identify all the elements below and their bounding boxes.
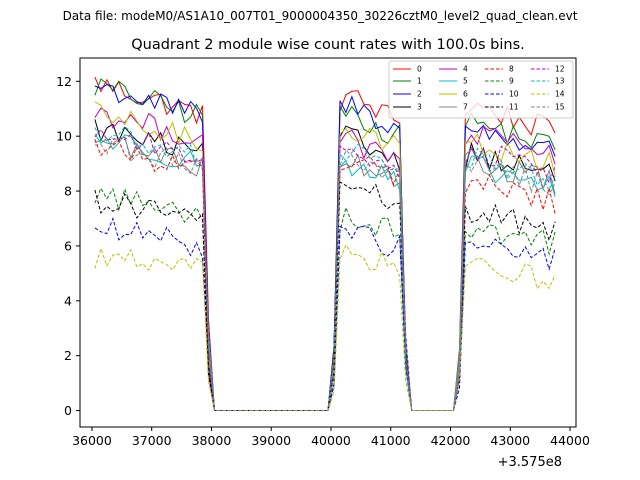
legend-label-6: 6 — [463, 90, 468, 99]
legend-label-2: 2 — [417, 90, 422, 99]
legend-label-10: 10 — [509, 90, 519, 99]
y-tick-label: 2 — [64, 348, 72, 363]
series-line-12 — [94, 128, 556, 411]
series-line-0 — [94, 76, 556, 411]
y-tick-label: 10 — [56, 129, 72, 144]
legend-box — [388, 60, 574, 119]
x-offset-label: +3.575e8 — [498, 455, 562, 470]
x-tick-label: 43000 — [490, 433, 530, 448]
series-line-4 — [94, 107, 556, 411]
x-tick-label: 36000 — [72, 433, 112, 448]
legend-label-5: 5 — [463, 77, 468, 86]
series-line-14 — [94, 243, 556, 411]
y-tick-label: 4 — [64, 293, 72, 308]
legend-label-12: 12 — [555, 65, 565, 74]
series-line-13 — [94, 125, 556, 411]
series-line-15 — [94, 136, 556, 411]
series-line-10 — [94, 217, 556, 411]
series-line-9 — [94, 187, 556, 411]
y-tick-label: 0 — [64, 403, 72, 418]
legend-label-7: 7 — [463, 103, 468, 112]
plot-frame — [79, 57, 577, 428]
chart-suptitle: Data file: modeM0/AS1A10_007T01_90000043… — [63, 9, 578, 23]
legend-label-3: 3 — [417, 103, 422, 112]
x-tick-label: 44000 — [550, 433, 590, 448]
y-tick-label: 6 — [64, 238, 72, 253]
legend-label-0: 0 — [417, 65, 422, 74]
series-line-6 — [94, 101, 556, 411]
legend-label-4: 4 — [463, 65, 468, 74]
legend-label-8: 8 — [509, 65, 514, 74]
legend-label-14: 14 — [555, 90, 565, 99]
series-line-5 — [94, 133, 556, 411]
x-tick-label: 37000 — [132, 433, 172, 448]
series-line-7 — [94, 136, 556, 411]
y-tick-label: 8 — [64, 184, 72, 199]
legend-label-15: 15 — [555, 103, 565, 112]
legend-label-1: 1 — [417, 77, 422, 86]
legend-label-9: 9 — [509, 77, 514, 86]
legend-label-13: 13 — [555, 77, 565, 86]
x-tick-label: 40000 — [311, 433, 351, 448]
x-tick-label: 41000 — [371, 433, 411, 448]
x-tick-label: 39000 — [251, 433, 291, 448]
series-line-8 — [94, 139, 556, 411]
y-tick-label: 12 — [56, 74, 72, 89]
series-line-11 — [94, 181, 556, 411]
x-tick-label: 38000 — [192, 433, 232, 448]
legend-label-11: 11 — [509, 103, 519, 112]
x-tick-label: 42000 — [431, 433, 471, 448]
chart-title: Quadrant 2 module wise count rates with … — [131, 37, 525, 53]
